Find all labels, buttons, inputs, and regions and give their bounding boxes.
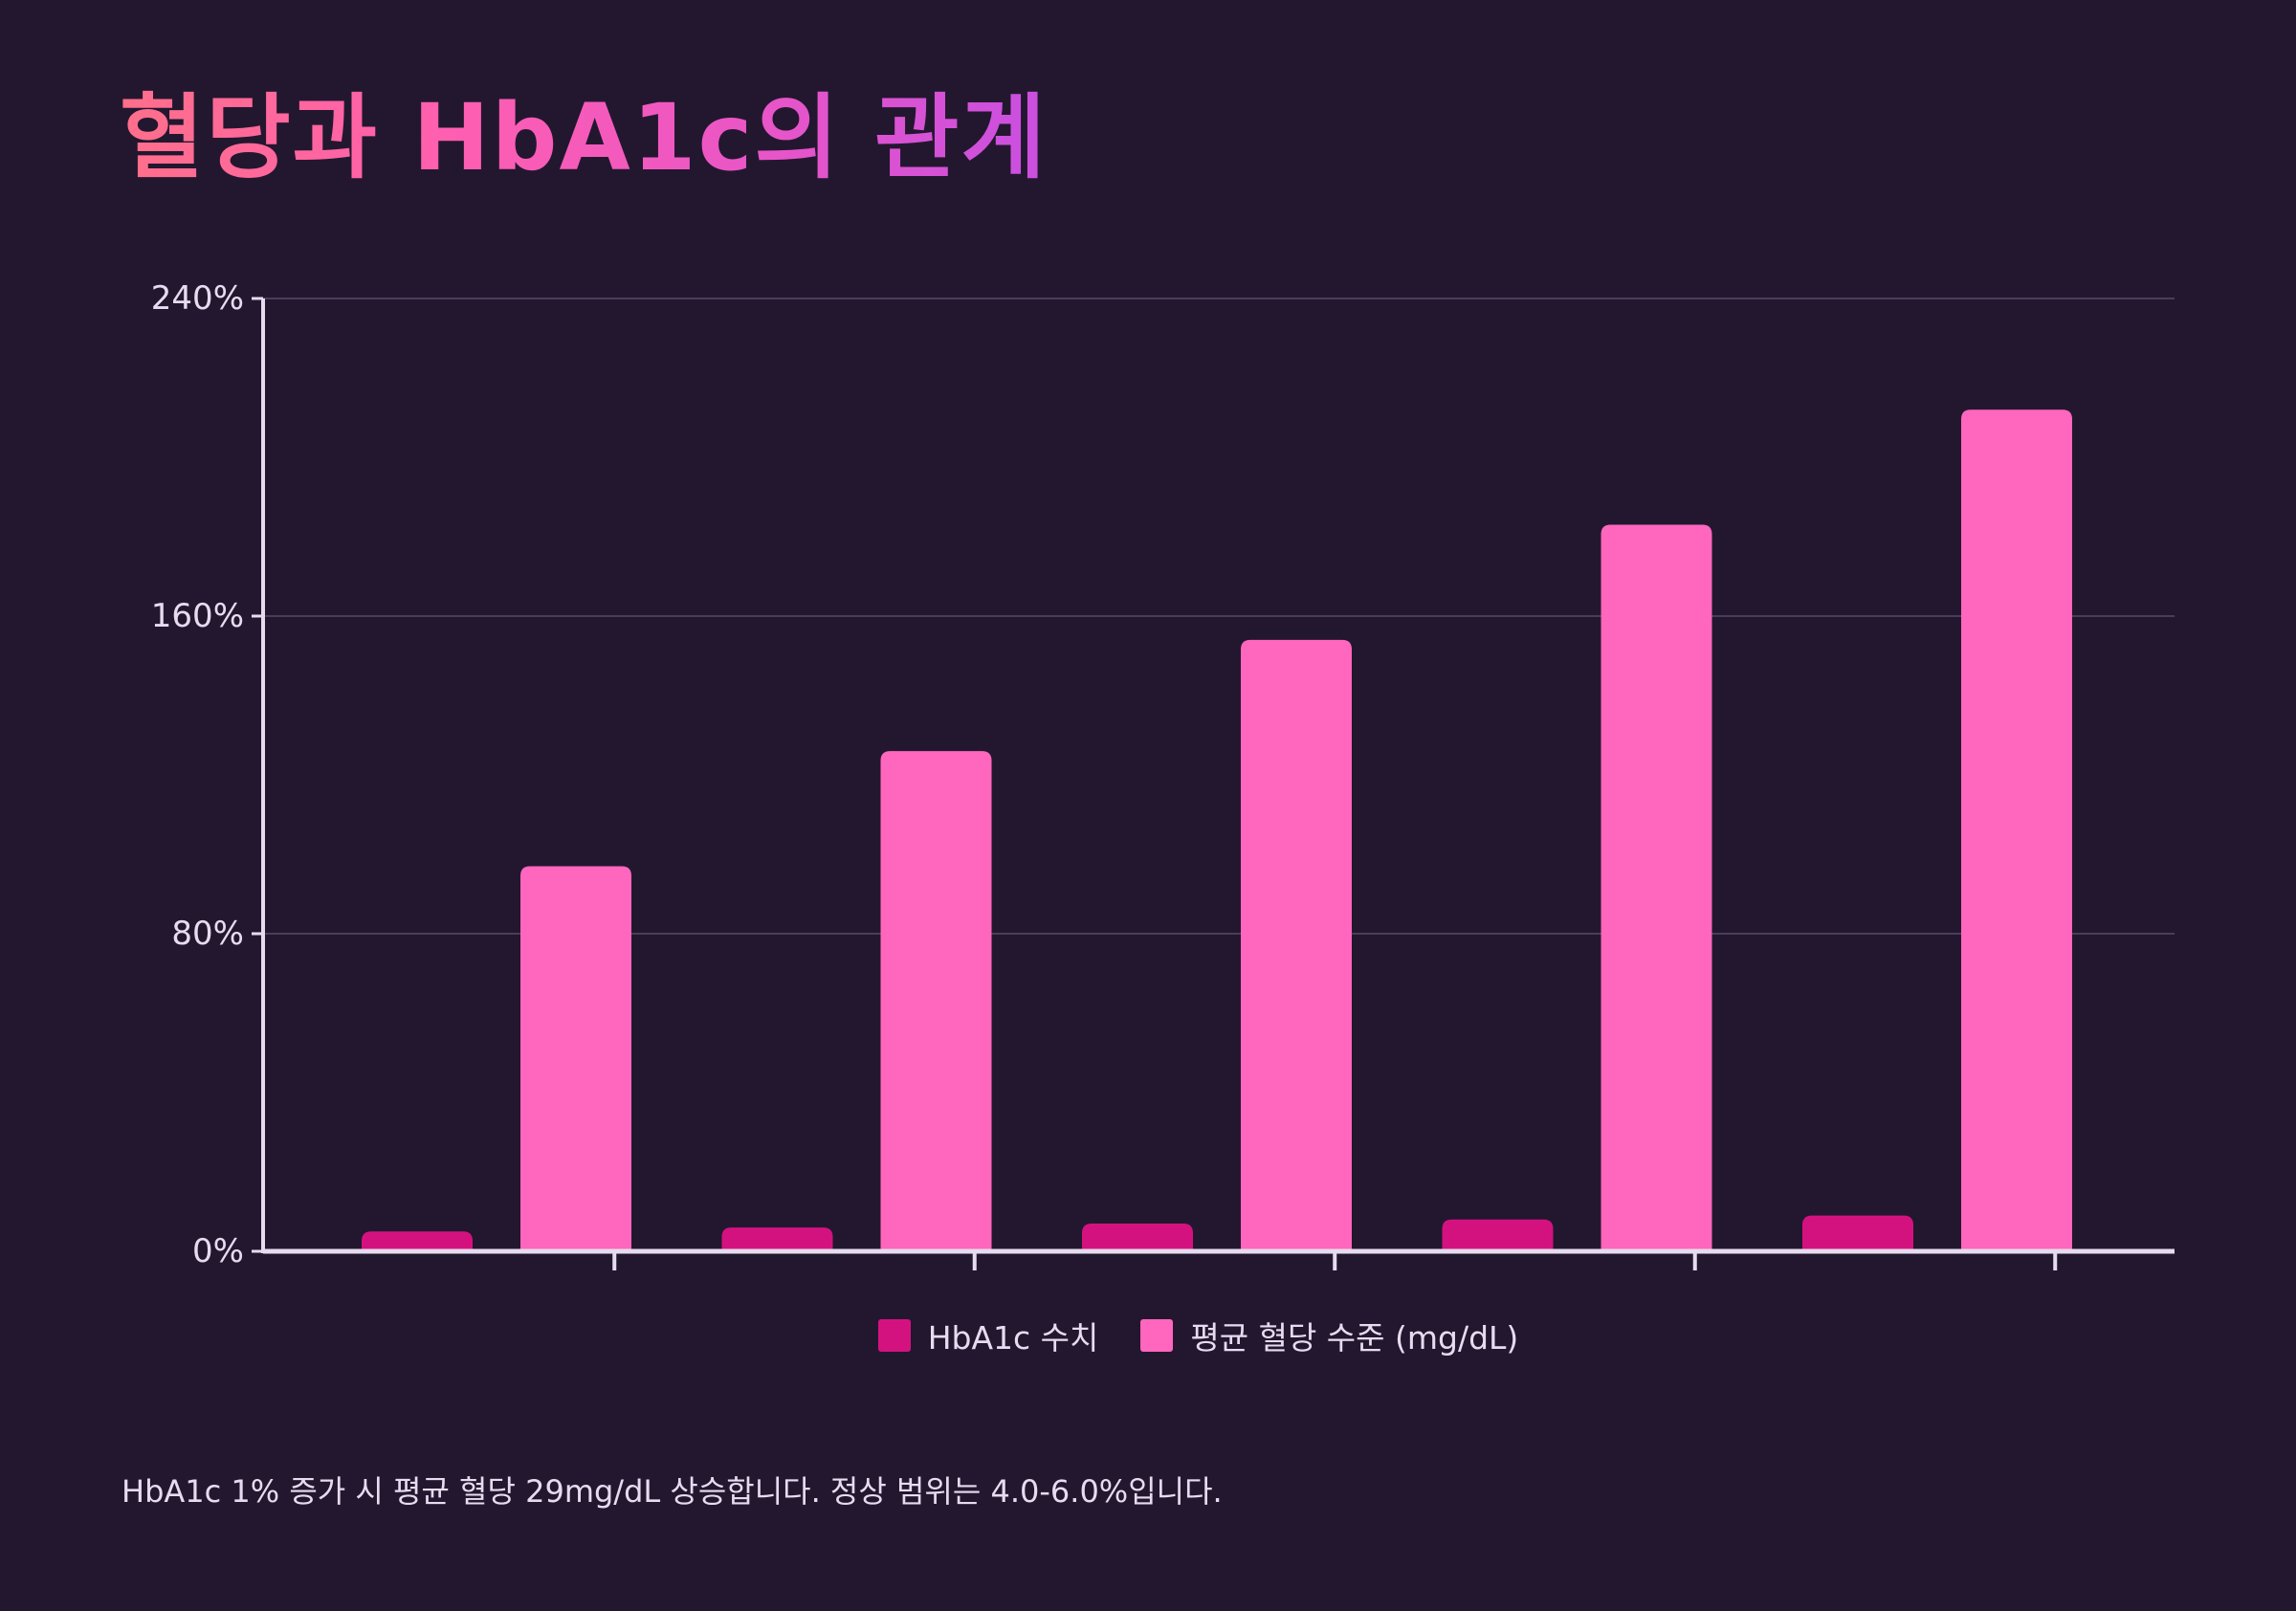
bar-hba1c — [1082, 1223, 1193, 1251]
legend-label-glucose: 평균 혈당 수준 (mg/dL) — [1190, 1319, 1519, 1357]
bar-glucose — [1961, 409, 2072, 1251]
legend-label-hba1c: HbA1c 수치 — [927, 1319, 1099, 1357]
legend-swatch-glucose — [1140, 1319, 1174, 1352]
legend-item-hba1c: HbA1c 수치 — [877, 1313, 1099, 1358]
bar-glucose — [1241, 639, 1352, 1251]
y-tick-label: 80% — [171, 915, 244, 953]
y-tick-label: 160% — [151, 597, 244, 635]
bar-hba1c — [721, 1227, 833, 1251]
chart-legend: HbA1c 수치 평균 혈당 수준 (mg/dL) — [0, 1313, 2296, 1358]
bar-hba1c — [1802, 1215, 1913, 1251]
legend-swatch-hba1c — [877, 1319, 911, 1352]
bar-glucose — [880, 751, 992, 1251]
y-tick-label: 0% — [192, 1232, 244, 1270]
bar-glucose — [1601, 524, 1712, 1251]
y-tick-label: 240% — [151, 279, 244, 318]
bar-hba1c — [362, 1231, 473, 1251]
footnote: HbA1c 1% 증가 시 평균 혈당 29mg/dL 상승합니다. 정상 범위… — [121, 1473, 1223, 1510]
legend-item-glucose: 평균 혈당 수준 (mg/dL) — [1140, 1313, 1518, 1358]
bar-glucose — [520, 866, 631, 1251]
bar-hba1c — [1442, 1219, 1554, 1251]
chart-title: 혈당과 HbA1c의 관계 — [120, 84, 1048, 191]
